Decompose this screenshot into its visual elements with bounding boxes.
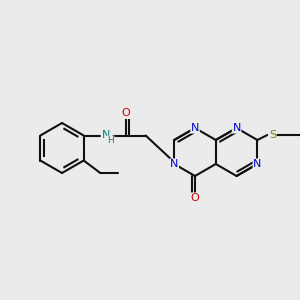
Text: O: O	[190, 193, 200, 203]
Text: O: O	[121, 109, 130, 118]
Text: H: H	[107, 136, 114, 145]
Text: N: N	[232, 123, 241, 133]
Text: S: S	[269, 130, 276, 140]
Text: N: N	[170, 159, 178, 169]
Text: N: N	[253, 159, 262, 169]
Text: N: N	[101, 130, 110, 140]
Text: N: N	[191, 123, 199, 133]
